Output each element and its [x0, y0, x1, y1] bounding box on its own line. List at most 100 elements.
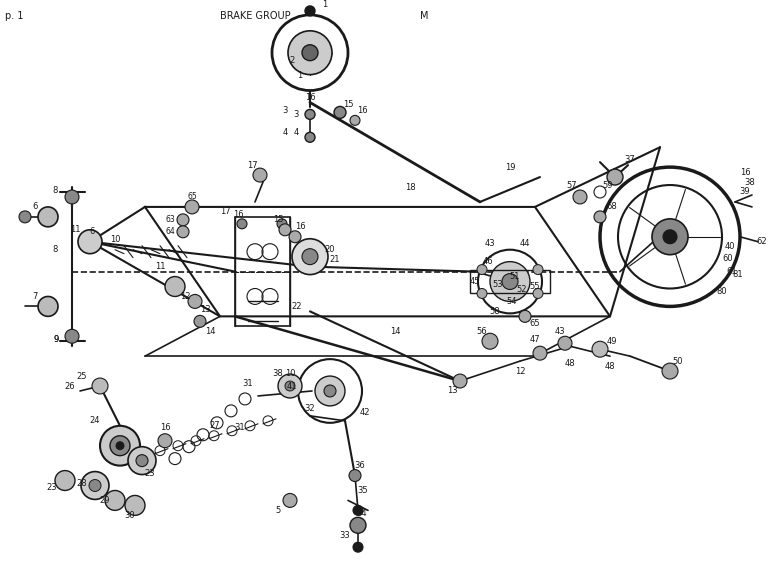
- Circle shape: [278, 374, 302, 398]
- Text: 3: 3: [282, 106, 288, 115]
- Text: 22: 22: [292, 302, 303, 311]
- Circle shape: [89, 480, 101, 491]
- Text: BRAKE GROUP: BRAKE GROUP: [220, 11, 291, 21]
- Text: 80: 80: [717, 287, 728, 296]
- Text: 15: 15: [343, 100, 354, 109]
- Circle shape: [477, 265, 487, 275]
- Text: 15: 15: [273, 215, 283, 224]
- Text: 12: 12: [180, 292, 191, 301]
- Circle shape: [65, 190, 79, 204]
- Text: 55: 55: [530, 282, 540, 291]
- Text: 47: 47: [530, 335, 540, 344]
- Text: 41: 41: [287, 381, 297, 391]
- Text: 56: 56: [477, 327, 488, 336]
- Text: 20: 20: [325, 245, 336, 254]
- Circle shape: [19, 211, 31, 223]
- Circle shape: [533, 289, 543, 298]
- Circle shape: [305, 6, 315, 16]
- Circle shape: [283, 493, 297, 507]
- Text: 9: 9: [53, 335, 59, 344]
- Text: 17: 17: [220, 208, 230, 216]
- Text: 16: 16: [305, 93, 315, 102]
- Text: 43: 43: [485, 239, 495, 248]
- Text: 51: 51: [510, 272, 521, 281]
- Circle shape: [334, 107, 346, 118]
- Circle shape: [165, 276, 185, 297]
- Text: 6: 6: [32, 202, 38, 212]
- Text: 54: 54: [506, 297, 517, 306]
- Text: 48: 48: [604, 361, 615, 371]
- Circle shape: [607, 169, 623, 185]
- Text: 3: 3: [293, 110, 299, 119]
- Circle shape: [158, 434, 172, 448]
- Text: 4: 4: [293, 128, 299, 137]
- Circle shape: [81, 472, 109, 500]
- Circle shape: [490, 262, 530, 301]
- Text: 40: 40: [724, 242, 735, 251]
- Circle shape: [573, 190, 587, 204]
- Circle shape: [188, 294, 202, 308]
- Circle shape: [277, 219, 287, 229]
- Text: 16: 16: [739, 167, 750, 177]
- Text: 6: 6: [89, 227, 95, 236]
- Circle shape: [116, 442, 124, 449]
- Text: 2: 2: [289, 56, 295, 65]
- Text: 4: 4: [282, 128, 288, 137]
- Text: 53: 53: [492, 280, 503, 289]
- Text: 43: 43: [555, 327, 565, 336]
- Text: 34: 34: [357, 509, 368, 518]
- Text: 68: 68: [607, 202, 617, 212]
- Circle shape: [592, 341, 608, 357]
- Text: 8: 8: [53, 245, 58, 254]
- Text: 28: 28: [77, 479, 87, 488]
- Text: 24: 24: [89, 416, 100, 426]
- Circle shape: [177, 226, 189, 238]
- Text: 31: 31: [234, 423, 245, 432]
- Text: 23: 23: [145, 469, 155, 478]
- Circle shape: [136, 455, 148, 466]
- Circle shape: [105, 490, 125, 510]
- Text: 18: 18: [405, 182, 416, 192]
- Text: 38: 38: [273, 368, 283, 378]
- Text: 35: 35: [358, 486, 368, 495]
- Text: 21: 21: [330, 255, 340, 264]
- Circle shape: [292, 239, 328, 275]
- Circle shape: [125, 496, 145, 515]
- Text: 16: 16: [233, 210, 243, 219]
- Circle shape: [558, 336, 572, 350]
- Circle shape: [353, 505, 363, 515]
- Text: 1: 1: [297, 71, 303, 80]
- Circle shape: [100, 426, 140, 466]
- Circle shape: [285, 381, 295, 391]
- Text: 33: 33: [339, 531, 350, 540]
- Circle shape: [128, 447, 156, 475]
- Text: 36: 36: [354, 461, 365, 470]
- Circle shape: [253, 168, 267, 182]
- Text: 13: 13: [447, 387, 457, 395]
- Text: p. 1: p. 1: [5, 11, 24, 21]
- Text: 52: 52: [517, 285, 528, 294]
- Text: 30: 30: [125, 511, 136, 520]
- Text: 39: 39: [739, 188, 750, 196]
- Text: 64: 64: [165, 227, 175, 236]
- Circle shape: [302, 249, 318, 265]
- Text: 44: 44: [520, 239, 530, 248]
- Circle shape: [38, 297, 58, 317]
- Circle shape: [663, 230, 677, 244]
- Text: 59: 59: [603, 181, 613, 189]
- Text: 25: 25: [77, 371, 87, 381]
- Text: 48: 48: [564, 359, 575, 368]
- Circle shape: [289, 231, 301, 243]
- Text: 38: 38: [745, 178, 755, 187]
- Text: 45: 45: [470, 277, 481, 286]
- Circle shape: [38, 207, 58, 227]
- Text: 62: 62: [757, 237, 768, 246]
- Circle shape: [533, 265, 543, 275]
- Text: 19: 19: [505, 163, 515, 171]
- Circle shape: [502, 273, 518, 290]
- Circle shape: [315, 376, 345, 406]
- Text: 27: 27: [209, 422, 220, 430]
- Text: 29: 29: [100, 496, 111, 505]
- Text: 13: 13: [200, 305, 210, 314]
- Circle shape: [519, 310, 531, 322]
